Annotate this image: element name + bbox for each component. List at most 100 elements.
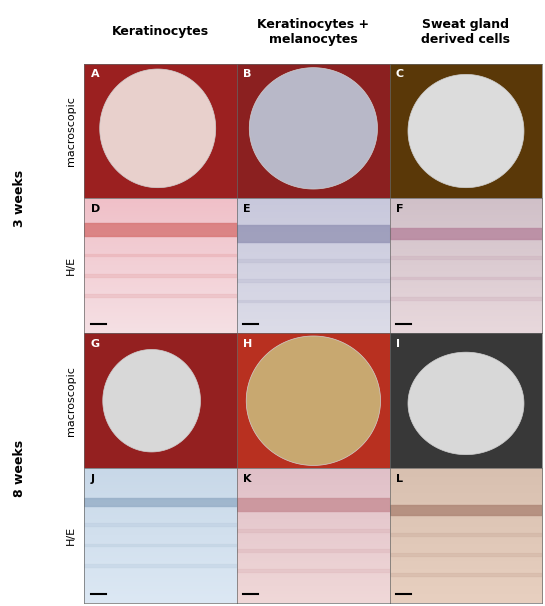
Bar — [390, 256, 542, 259]
Circle shape — [321, 138, 331, 146]
Text: J: J — [90, 473, 95, 484]
Circle shape — [448, 397, 459, 407]
Circle shape — [435, 416, 443, 424]
Circle shape — [131, 138, 141, 147]
Bar — [84, 564, 237, 567]
Bar — [84, 544, 237, 547]
Circle shape — [155, 373, 164, 381]
Circle shape — [287, 402, 299, 413]
Bar — [84, 498, 237, 506]
Text: A: A — [90, 69, 99, 79]
Polygon shape — [94, 341, 228, 460]
Text: H/E: H/E — [66, 526, 76, 545]
Circle shape — [143, 91, 155, 102]
Circle shape — [162, 151, 167, 155]
Polygon shape — [408, 75, 524, 188]
Circle shape — [449, 368, 464, 381]
Circle shape — [484, 376, 491, 382]
Bar — [84, 524, 237, 526]
Bar — [390, 277, 542, 279]
Circle shape — [150, 380, 160, 388]
Polygon shape — [408, 352, 524, 454]
Circle shape — [439, 108, 443, 112]
Circle shape — [307, 105, 313, 110]
Polygon shape — [100, 69, 216, 188]
Bar — [237, 549, 390, 551]
Bar — [237, 259, 390, 262]
Bar — [84, 294, 237, 297]
Text: Keratinocytes +
melanocytes: Keratinocytes + melanocytes — [257, 18, 370, 46]
Circle shape — [163, 382, 167, 386]
Text: C: C — [396, 69, 404, 79]
Text: macroscopic: macroscopic — [66, 366, 76, 436]
Circle shape — [464, 406, 470, 411]
Text: D: D — [90, 204, 100, 214]
Bar — [237, 569, 390, 572]
Circle shape — [497, 110, 502, 115]
Bar — [390, 533, 542, 536]
Polygon shape — [246, 72, 380, 190]
Circle shape — [292, 394, 306, 406]
Polygon shape — [103, 350, 201, 452]
Circle shape — [157, 410, 161, 413]
Bar — [237, 225, 390, 242]
Circle shape — [452, 141, 465, 152]
Circle shape — [123, 382, 136, 393]
Circle shape — [122, 98, 132, 107]
Text: Sweat gland
derived cells: Sweat gland derived cells — [421, 18, 511, 46]
Text: macroscopic: macroscopic — [66, 96, 76, 166]
Circle shape — [148, 139, 158, 148]
Circle shape — [304, 152, 313, 160]
Text: H/E: H/E — [66, 256, 76, 276]
Circle shape — [487, 380, 489, 382]
Polygon shape — [246, 341, 380, 460]
Polygon shape — [399, 72, 533, 190]
Circle shape — [341, 88, 354, 100]
Circle shape — [165, 156, 180, 169]
Polygon shape — [94, 72, 228, 190]
Circle shape — [313, 405, 317, 408]
Circle shape — [117, 376, 129, 387]
Bar — [390, 573, 542, 576]
Text: G: G — [90, 339, 100, 348]
Bar — [237, 498, 390, 511]
Text: B: B — [243, 69, 252, 79]
Circle shape — [320, 151, 324, 154]
Polygon shape — [249, 68, 378, 189]
Circle shape — [283, 366, 293, 375]
Text: E: E — [243, 204, 251, 214]
Circle shape — [318, 366, 331, 378]
Circle shape — [178, 147, 184, 151]
Bar — [237, 529, 390, 531]
Circle shape — [293, 153, 304, 162]
Circle shape — [441, 159, 449, 165]
Text: 3 weeks: 3 weeks — [13, 170, 26, 227]
Circle shape — [280, 362, 293, 373]
Bar — [237, 299, 390, 302]
Text: F: F — [396, 204, 403, 214]
Bar — [84, 254, 237, 256]
Circle shape — [432, 407, 447, 420]
Circle shape — [129, 140, 136, 147]
Text: I: I — [396, 339, 400, 348]
Circle shape — [137, 418, 150, 430]
Bar — [84, 274, 237, 277]
Text: H: H — [243, 339, 252, 348]
Circle shape — [471, 101, 475, 104]
Bar — [237, 279, 390, 282]
Circle shape — [135, 406, 147, 417]
Bar — [390, 297, 542, 299]
Text: 8 weeks: 8 weeks — [13, 439, 26, 497]
Circle shape — [445, 401, 452, 407]
Text: Keratinocytes: Keratinocytes — [112, 25, 209, 38]
Bar — [390, 505, 542, 515]
Circle shape — [276, 432, 287, 442]
Bar — [84, 223, 237, 236]
Bar — [390, 228, 542, 239]
Text: L: L — [396, 473, 403, 484]
Circle shape — [451, 142, 461, 150]
Circle shape — [288, 431, 295, 436]
Circle shape — [275, 96, 281, 101]
Circle shape — [462, 146, 477, 159]
Polygon shape — [246, 336, 380, 465]
